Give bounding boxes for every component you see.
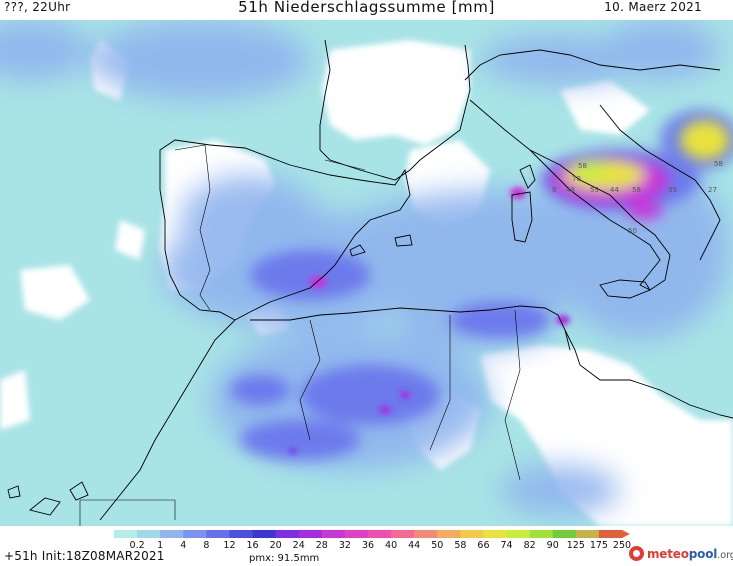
legend-label: 1 (157, 540, 164, 551)
legend-label: 24 (292, 540, 305, 551)
map-title: 51h Niederschlagssumme [mm] (238, 0, 495, 16)
legend-arrow (622, 530, 630, 538)
logo-text: meteopool.org (647, 546, 733, 561)
map-canvas: 58 48 59 44 58 35 70 50 58 27 8 (0, 20, 733, 526)
country-borders (79, 144, 521, 526)
legend-swatch (137, 530, 161, 538)
legend-label: 74 (500, 540, 513, 551)
legend-label: 90 (546, 540, 559, 551)
local-value: 35 (668, 186, 677, 194)
legend-swatch (598, 530, 623, 538)
legend-label: 125 (566, 540, 585, 551)
local-value: 44 (610, 186, 619, 194)
legend-swatch (160, 530, 184, 538)
local-value: 50 (628, 227, 637, 235)
legend-label: 82 (523, 540, 536, 551)
local-value: 58 (632, 186, 641, 194)
legend-swatch (206, 530, 230, 538)
local-value-labels: 58 48 59 44 58 35 70 50 58 27 8 (552, 160, 723, 235)
legend-label: 28 (315, 540, 328, 551)
legend-swatch (483, 530, 508, 538)
legend-colorbar (114, 530, 630, 538)
logo-icon (629, 546, 644, 561)
legend-label: 16 (246, 540, 259, 551)
legend-label: 12 (223, 540, 236, 551)
legend-swatch (391, 530, 415, 538)
pmx-label: pmx: 91.5mm (249, 553, 320, 564)
local-value: 58 (578, 162, 587, 170)
legend-label: 44 (408, 540, 421, 551)
legend-swatch (575, 530, 600, 538)
legend-swatch (275, 530, 300, 538)
legend-label: 4 (180, 540, 187, 551)
local-value: 8 (552, 186, 556, 194)
legend-swatch (298, 530, 323, 538)
meteopool-logo[interactable]: meteopool.org (629, 546, 733, 561)
legend-label: 250 (612, 540, 632, 551)
legend-swatch (321, 530, 346, 538)
legend-labels: 0.2 1 4 8 12 16 20 24 28 32 36 40 44 50 58 66 74 82 90 125 1… (0, 540, 733, 552)
legend-swatch (529, 530, 554, 538)
legend-swatch (414, 530, 438, 538)
footer-bar: 0.2 1 4 8 12 16 20 24 28 32 36 40 44 50 58 66 74 82 90 125 1… (0, 526, 733, 566)
valid-date-label: 10. Maerz 2021 (604, 0, 702, 14)
local-value: 58 (714, 160, 723, 168)
legend-label: 175 (589, 540, 608, 551)
local-value: 59 (590, 186, 599, 194)
legend-label: 58 (454, 540, 467, 551)
legend-label: 40 (385, 540, 398, 551)
local-value: 70 (572, 175, 581, 183)
legend-swatch (229, 530, 254, 538)
legend-label: 66 (477, 540, 490, 551)
valid-time-label: ???, 22Uhr (4, 0, 71, 14)
legend-swatch (368, 530, 392, 538)
legend-label: 32 (338, 540, 351, 551)
header-bar: ???, 22Uhr 51h Niederschlagssumme [mm] 1… (0, 0, 733, 20)
legend-label: 20 (269, 540, 282, 551)
legend-swatch (552, 530, 577, 538)
coastlines (7, 39, 733, 521)
run-init-label: +51h Init:18Z08MAR2021 (4, 549, 165, 563)
precipitation-map: 58 48 59 44 58 35 70 50 58 27 8 (0, 20, 733, 526)
legend-label: 8 (203, 540, 210, 551)
legend-label: 36 (361, 540, 375, 551)
legend-swatch (506, 530, 531, 538)
legend-swatch (183, 530, 207, 538)
legend-label: 50 (431, 540, 444, 551)
legend-swatch (460, 530, 484, 538)
legend-swatch (114, 530, 138, 538)
local-value: 27 (708, 186, 717, 194)
precip-core-italy (550, 120, 730, 219)
legend-label: 0.2 (129, 540, 145, 551)
legend-swatch (437, 530, 461, 538)
legend-swatch (252, 530, 277, 538)
local-value: 48 (566, 186, 575, 194)
legend-swatch (344, 530, 369, 538)
